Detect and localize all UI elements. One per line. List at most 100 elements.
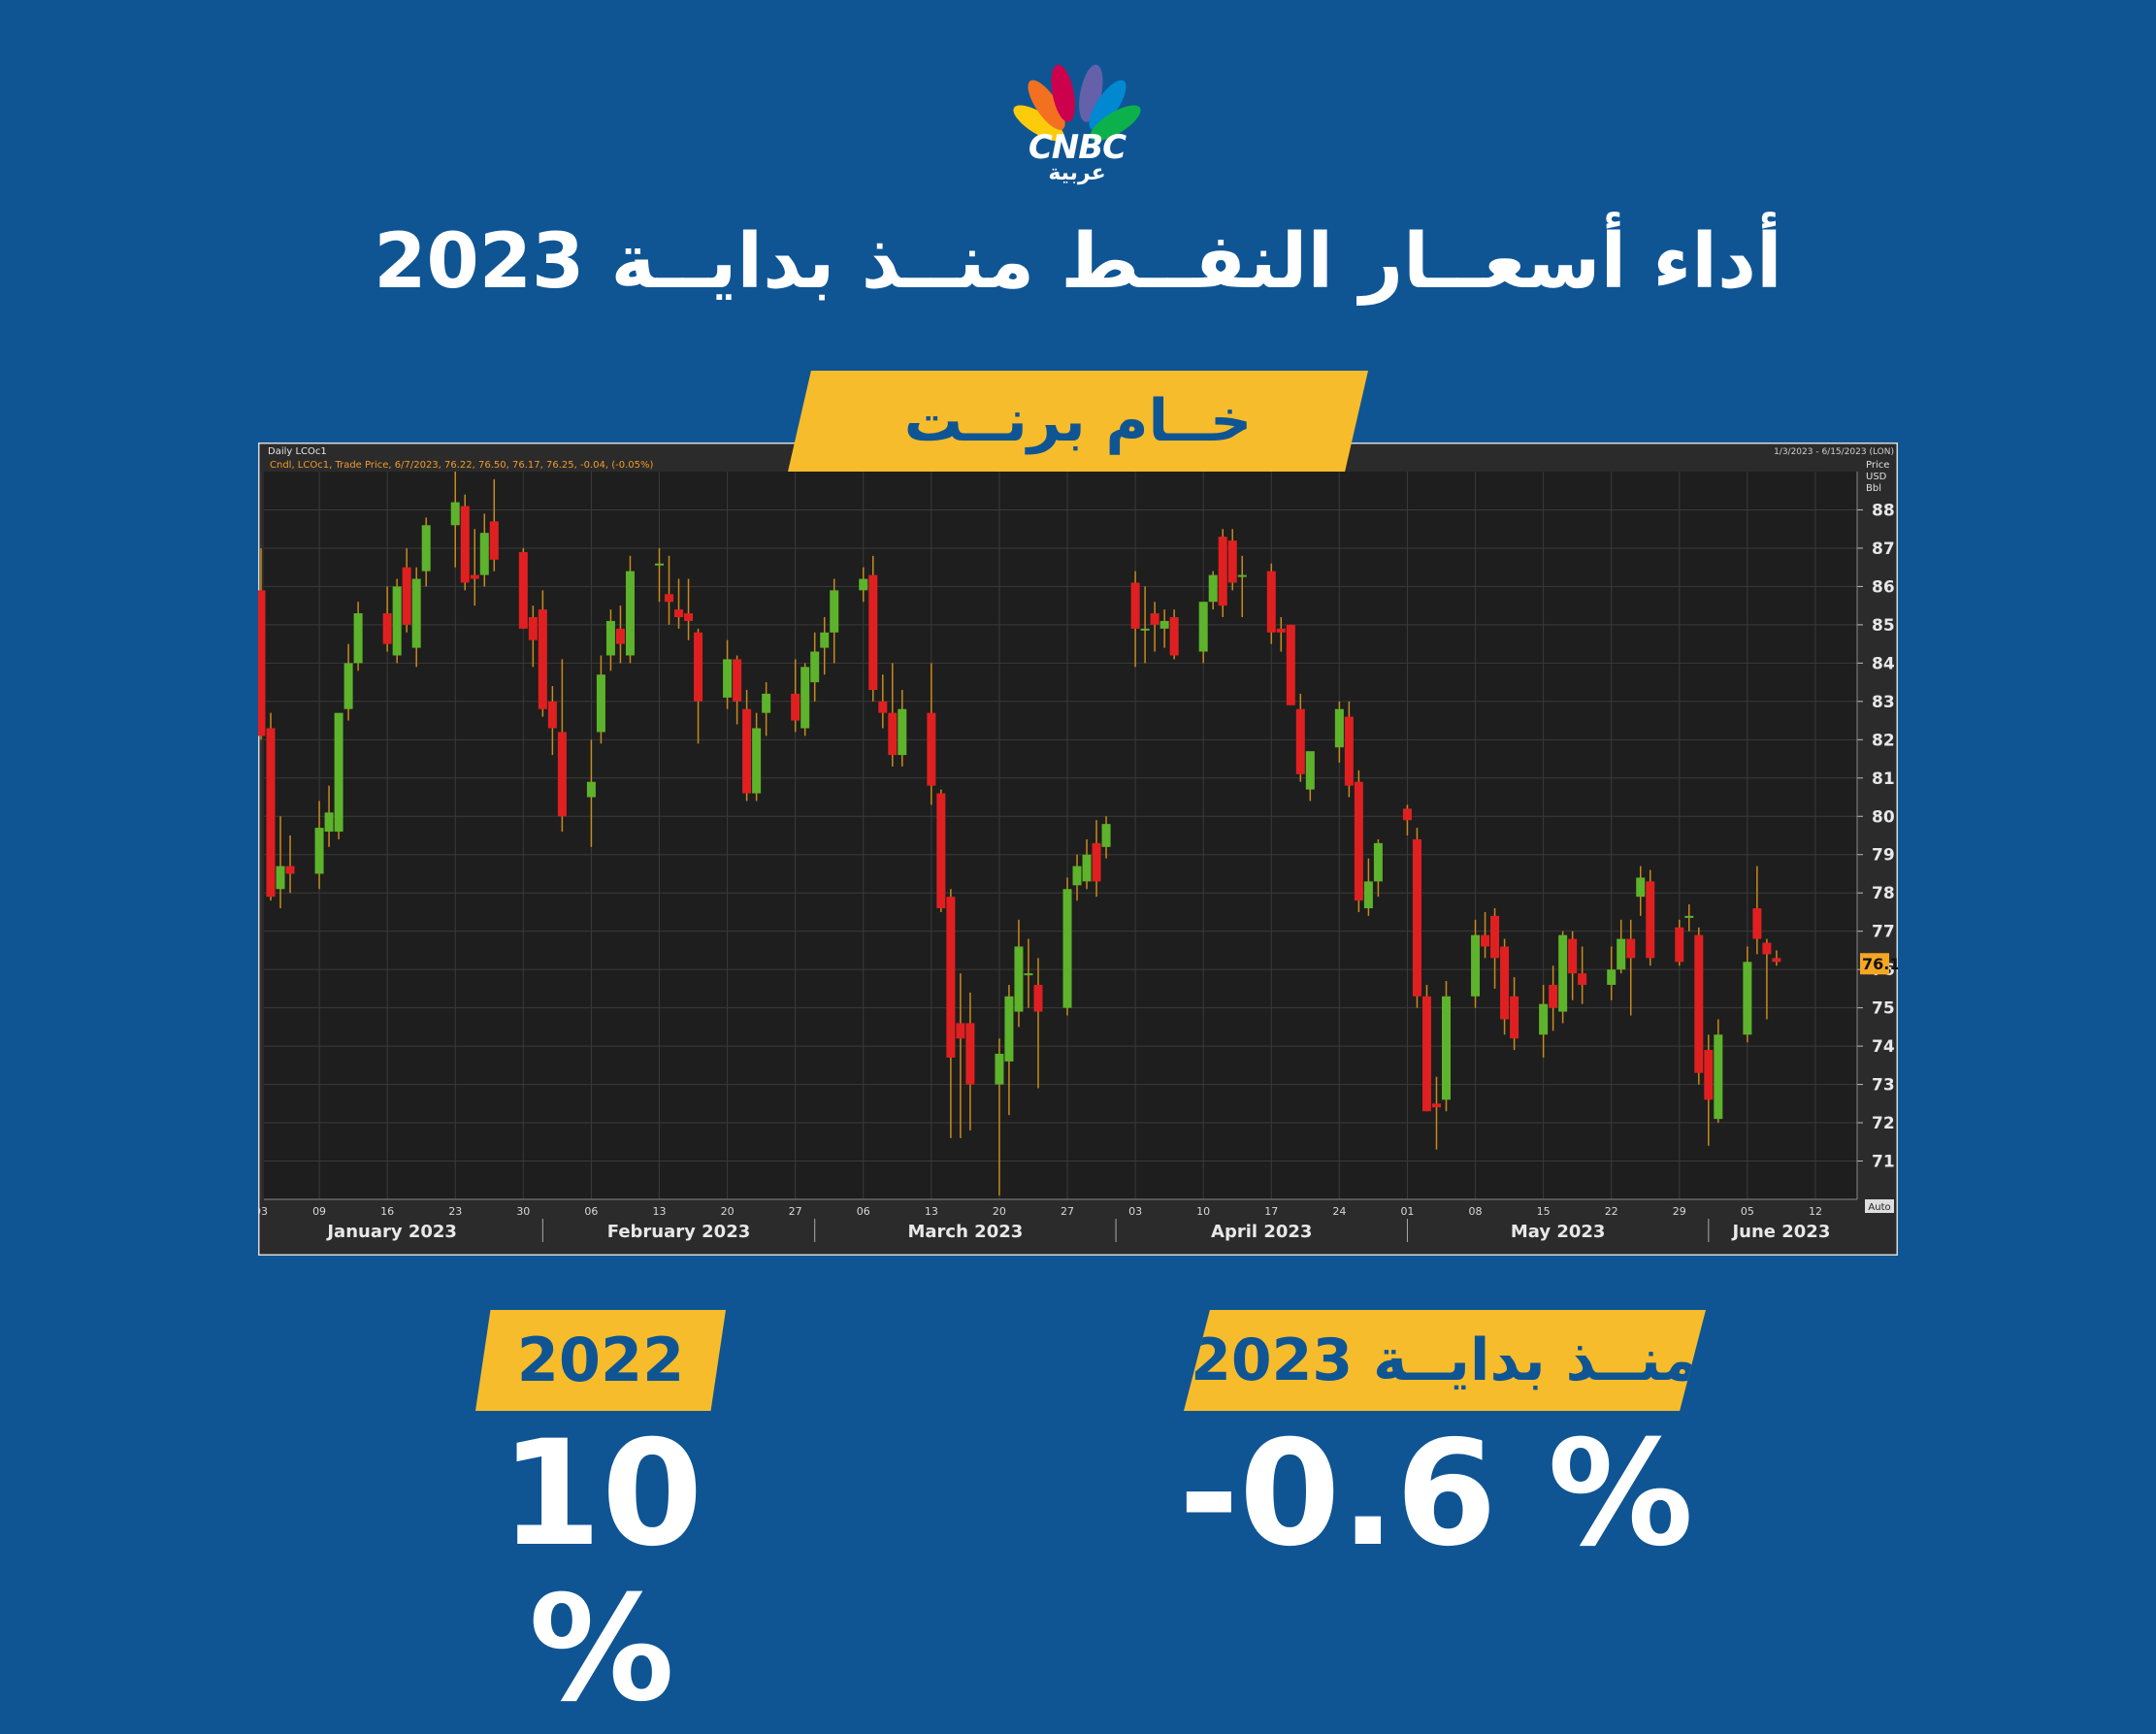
candle-down: [956, 1023, 965, 1039]
candle-down: [460, 506, 470, 583]
candle-down: [1510, 996, 1519, 1039]
candle-down: [528, 617, 538, 640]
candle-up: [392, 586, 402, 656]
candle-down: [1169, 617, 1179, 656]
x-day-label: 29: [1673, 1205, 1686, 1218]
x-day-label: 08: [1469, 1205, 1483, 1218]
y-tick-label: 82: [1872, 731, 1895, 750]
candle-down: [402, 567, 411, 625]
x-day-label: 06: [857, 1205, 870, 1218]
x-day-label: 03: [1128, 1205, 1142, 1218]
candle-down: [1286, 624, 1295, 705]
x-day-label: 05: [1741, 1205, 1754, 1218]
x-day-label: 12: [1809, 1205, 1822, 1218]
candle-up: [1636, 877, 1646, 898]
x-month-label: January 2023: [325, 1222, 457, 1242]
candle-down: [1752, 908, 1762, 939]
last-price-label: 76.1: [1862, 955, 1898, 973]
y-tick-label: 77: [1872, 923, 1895, 942]
chart-date-range: 1/3/2023 - 6/15/2023 (LON): [1774, 447, 1894, 457]
candle-down: [1568, 938, 1578, 974]
candle-down: [1150, 613, 1160, 625]
candle-up: [1101, 824, 1111, 847]
candle-up: [625, 571, 635, 656]
auto-scale-button: [1865, 1199, 1894, 1213]
candle-down: [1694, 934, 1704, 1073]
x-month-label: April 2023: [1211, 1222, 1312, 1242]
candle-down: [1033, 984, 1043, 1012]
auto-scale-label: Auto: [1868, 1202, 1890, 1213]
candle-down: [1762, 942, 1772, 955]
candle-down: [1704, 1050, 1714, 1100]
last-price-marker: [1860, 953, 1889, 975]
candle-up: [1062, 889, 1072, 1008]
candle-down: [946, 897, 956, 1058]
x-day-label: 09: [312, 1205, 326, 1218]
y-tick-label: 87: [1872, 540, 1895, 559]
candle-down: [1481, 934, 1490, 947]
peacock-logo-icon: [1013, 64, 1141, 142]
candle-down: [694, 632, 703, 702]
y-tick-label: 72: [1872, 1114, 1895, 1133]
candle-down: [1772, 958, 1781, 963]
candle-up: [810, 651, 820, 683]
stat-2022-value: 10 %: [500, 1410, 703, 1734]
candle-up: [314, 828, 324, 874]
candle-down: [674, 609, 684, 617]
candle-down: [1266, 571, 1276, 633]
x-month-label: May 2023: [1511, 1222, 1606, 1242]
x-day-label: 01: [1400, 1205, 1414, 1218]
candle-up: [1072, 866, 1082, 886]
candle-down: [615, 628, 625, 644]
y-tick-label: 85: [1872, 616, 1895, 636]
y-tick-label: 75: [1872, 999, 1895, 1019]
x-day-label: 27: [1061, 1205, 1074, 1218]
x-month-label: June 2023: [1730, 1222, 1830, 1242]
candle-down: [1549, 984, 1558, 1008]
candle-down: [1092, 842, 1101, 882]
candle-up: [1305, 751, 1315, 790]
candle-up: [1004, 996, 1014, 1062]
candle-down: [1578, 973, 1587, 985]
candle-down: [382, 613, 392, 644]
x-day-label: 20: [721, 1205, 735, 1218]
x-day-label: 15: [1537, 1205, 1551, 1218]
candle-up: [450, 502, 460, 526]
candle-down: [733, 659, 742, 702]
x-day-label: 13: [652, 1205, 666, 1218]
candle-down: [470, 574, 479, 579]
candle-down: [888, 712, 898, 756]
candle-down: [1344, 716, 1354, 786]
candle-up: [479, 533, 489, 575]
y-tick-label: 80: [1872, 807, 1895, 827]
candle-down: [791, 693, 800, 721]
candle-up: [995, 1054, 1004, 1085]
x-day-label: 06: [584, 1205, 598, 1218]
y-tick-label: 74: [1872, 1037, 1895, 1057]
candle-up: [898, 708, 907, 756]
candle-up: [1441, 996, 1451, 1100]
candle-down: [518, 551, 528, 629]
y-tick-label: 84: [1872, 654, 1895, 673]
chart-info-line: Cndl, LCOc1, Trade Price, 6/7/2023, 76.2…: [270, 460, 653, 471]
candle-up: [859, 578, 868, 591]
y-tick-label: 86: [1872, 577, 1895, 597]
candle-down: [258, 590, 266, 736]
candle-up: [800, 667, 810, 729]
candle-down: [927, 712, 936, 786]
page-title: أداء أسعــار النفــط منــذ بدايــة 2023: [374, 218, 1782, 306]
candle-up: [1237, 574, 1247, 577]
candle-up: [1558, 934, 1568, 1012]
candle-down: [878, 701, 888, 713]
candle-down: [1130, 582, 1140, 629]
chart-title: Daily LCOc1: [268, 446, 327, 457]
candle-up: [1743, 962, 1752, 1035]
plot-area: [264, 472, 1857, 1199]
candle-down: [489, 521, 499, 560]
x-day-label: 23: [448, 1205, 462, 1218]
candle-down: [1675, 927, 1684, 963]
candle-down: [1626, 938, 1636, 959]
x-day-label: 27: [789, 1205, 802, 1218]
candle-down: [1500, 946, 1510, 1020]
candle-up: [411, 578, 421, 648]
